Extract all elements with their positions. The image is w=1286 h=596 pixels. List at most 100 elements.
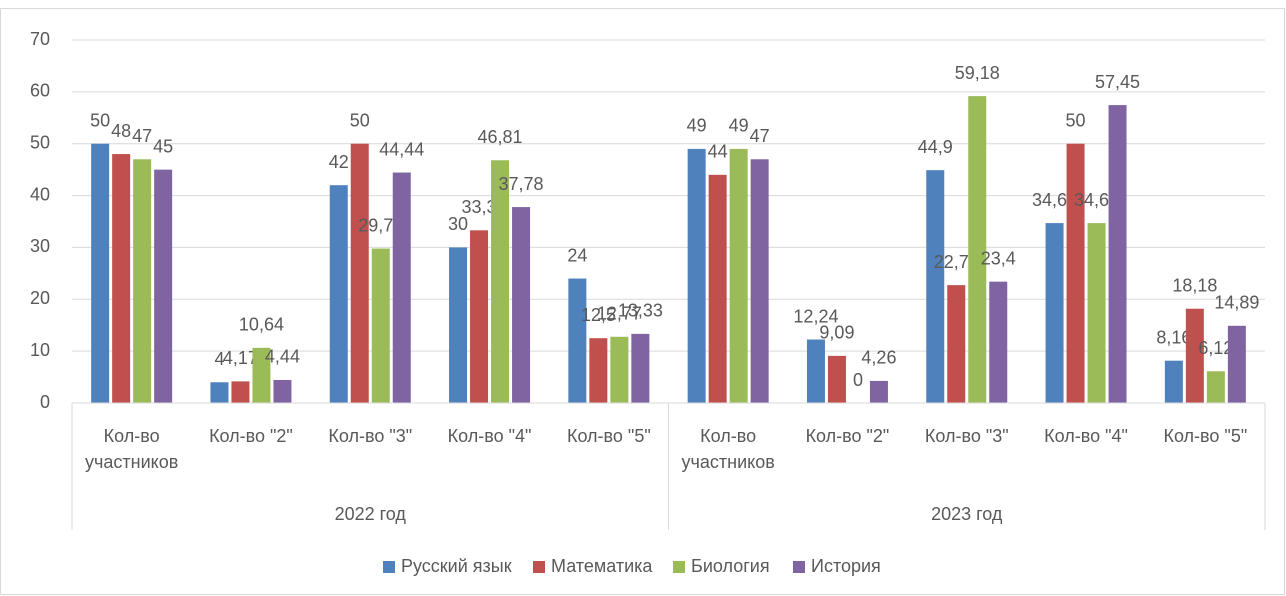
data-label: 34,69 — [1032, 190, 1077, 210]
x-tick-label: Кол-во "4" — [1044, 426, 1128, 446]
bar — [631, 333, 650, 403]
data-label: 50 — [350, 110, 370, 130]
bar — [231, 381, 250, 403]
bar — [708, 174, 727, 403]
bar — [252, 347, 271, 403]
data-label: 4,17 — [223, 348, 258, 368]
legend-label: История — [811, 556, 881, 576]
bar — [750, 159, 769, 403]
y-tick-label: 40 — [30, 184, 50, 204]
bar — [133, 159, 152, 403]
data-label: 12,24 — [793, 306, 838, 326]
data-label: 59,18 — [955, 63, 1000, 83]
x-tick-label: Кол-во "2" — [805, 426, 890, 446]
y-tick-label: 10 — [30, 340, 50, 360]
x-tick-label: Кол-во "4" — [447, 426, 532, 446]
bar — [589, 338, 608, 403]
bar — [449, 247, 468, 403]
bar — [350, 143, 369, 403]
bar — [470, 230, 489, 403]
bar — [1108, 105, 1127, 403]
bar — [568, 278, 587, 403]
legend-swatch — [673, 561, 685, 573]
bar — [1066, 143, 1085, 403]
bar — [91, 143, 110, 403]
bar — [1227, 325, 1246, 403]
data-label: 47 — [750, 126, 770, 146]
data-label: 50 — [90, 110, 110, 130]
x-tick-label: Кол-во "5" — [566, 426, 651, 446]
legend-swatch — [533, 561, 545, 573]
bar — [610, 336, 629, 403]
data-label: 47 — [132, 126, 152, 146]
data-label: 44 — [708, 142, 728, 162]
legend-swatch — [383, 561, 395, 573]
data-label: 24 — [567, 245, 587, 265]
bar — [329, 185, 348, 403]
legend-label: Русский язык — [401, 556, 512, 576]
legend-swatch — [793, 561, 805, 573]
group-label: 2022 год — [335, 504, 407, 524]
bar — [1185, 308, 1204, 403]
bar — [371, 248, 390, 403]
y-tick-label: 20 — [30, 288, 50, 308]
group-label: 2023 год — [931, 504, 1003, 524]
data-label: 4 — [214, 349, 224, 369]
x-tick-label: Кол-во "2" — [209, 426, 293, 446]
bar — [112, 154, 131, 403]
chart-border — [0, 8, 1285, 595]
bar — [1087, 223, 1106, 403]
data-label: 4,26 — [861, 348, 896, 368]
data-label: 6,12 — [1198, 338, 1233, 358]
x-tick-label: Кол-во "3" — [924, 426, 1009, 446]
bar — [926, 170, 945, 403]
bar — [210, 382, 229, 403]
data-label: 10,64 — [239, 315, 284, 335]
data-label: 8,16 — [1156, 327, 1191, 347]
data-label: 44,44 — [379, 139, 424, 159]
data-label: 48 — [111, 121, 131, 141]
data-label: 30 — [448, 214, 468, 234]
bar — [827, 355, 846, 403]
data-label: 12,5 — [581, 305, 616, 325]
bar — [806, 339, 825, 403]
x-tick-label: Кол-во "3" — [328, 426, 413, 446]
y-tick-label: 50 — [30, 132, 50, 152]
x-tick-label: Кол-во участников — [85, 426, 179, 472]
y-tick-label: 30 — [30, 236, 50, 256]
bar — [491, 160, 510, 403]
data-label: 9,09 — [819, 323, 854, 343]
bar — [273, 379, 292, 403]
bar — [947, 285, 966, 403]
data-label: 49 — [729, 116, 749, 136]
bar — [1045, 223, 1064, 403]
data-label: 29,79 — [358, 215, 403, 235]
data-label: 46,81 — [478, 127, 523, 147]
bar — [968, 96, 987, 403]
bar — [154, 169, 173, 403]
x-tick-label: Кол-во "5" — [1163, 426, 1248, 446]
data-label: 4,44 — [265, 347, 300, 367]
data-label: 44,9 — [918, 137, 953, 157]
bar — [869, 380, 888, 403]
y-tick-label: 60 — [30, 81, 50, 101]
data-label: 12,77 — [597, 304, 642, 324]
bar — [1164, 360, 1183, 403]
data-label: 49 — [687, 116, 707, 136]
data-label: 14,89 — [1214, 293, 1259, 313]
data-label: 37,78 — [499, 174, 544, 194]
data-label: 45 — [153, 136, 173, 156]
bar — [392, 172, 411, 403]
bar — [729, 148, 748, 403]
x-tick-label: Кол-во участников — [681, 426, 775, 472]
data-label: 18,18 — [1172, 275, 1217, 295]
data-label: 0 — [853, 370, 863, 390]
legend-label: Математика — [551, 556, 653, 576]
data-label: 34,69 — [1074, 190, 1119, 210]
y-tick-label: 0 — [40, 392, 50, 412]
data-label: 23,4 — [981, 248, 1016, 268]
data-label: 33,3 — [462, 197, 497, 217]
data-label: 22,73 — [934, 252, 979, 272]
